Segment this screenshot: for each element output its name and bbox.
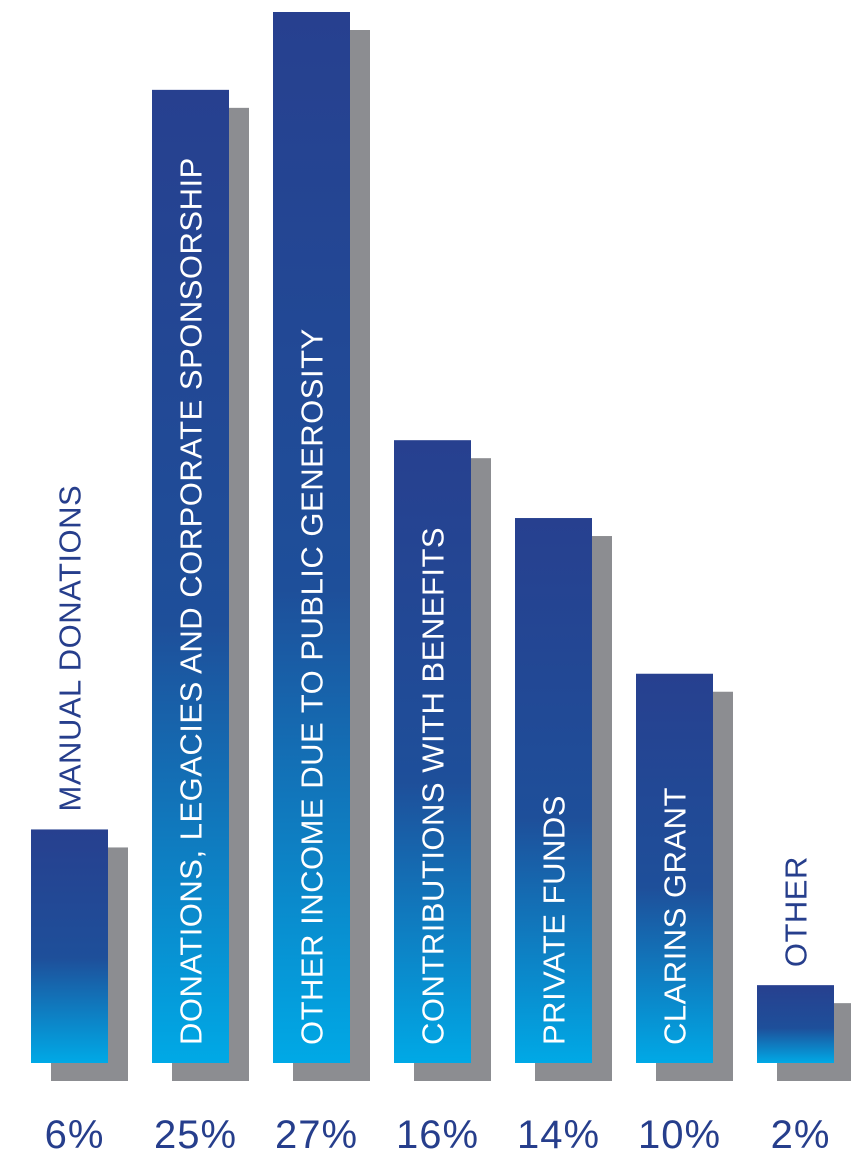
percent-label-manual-donations: 6% [45,1113,105,1157]
percent-label-other: 2% [771,1113,831,1157]
bar-private-funds [515,518,592,1063]
category-labels: MANUAL DONATIONS DONATIONS, LEGACIES AND … [53,157,814,1045]
bar-contributions-with-benefits [394,440,471,1063]
bar-donations-legacies-and-corporate-sponsorship [152,89,229,1063]
percent-label-donations-legacies-and-corporate-sponsorship: 25% [154,1113,237,1157]
category-label-clarins-grant: CLARINS GRANT [658,787,693,1045]
category-label-private-funds: PRIVATE FUNDS [537,795,572,1045]
percent-label-contributions-with-benefits: 16% [396,1113,479,1157]
percent-label-clarins-grant: 10% [638,1113,721,1157]
bar-clarins-grant [636,673,713,1063]
percent-label-other-income-due-to-public-generosity: 27% [275,1113,358,1157]
bar-manual-donations [31,829,108,1063]
category-label-other: OTHER [779,856,814,967]
bar-other [757,985,834,1063]
category-label-other-income-due-to-public-generosity: OTHER INCOME DUE TO PUBLIC GENEROSITY [295,328,330,1045]
category-label-donations-legacies-and-corporate-sponsorship: DONATIONS, LEGACIES AND CORPORATE SPONSO… [174,157,209,1045]
bar-other-income-due-to-public-generosity [273,12,350,1063]
category-label-contributions-with-benefits: CONTRIBUTIONS WITH BENEFITS [416,527,451,1045]
percent-label-private-funds: 14% [517,1113,600,1157]
percent-labels: 6% 25% 27% 16% 14% 10% 2% [45,1113,831,1157]
bars [31,12,834,1063]
category-label-manual-donations: MANUAL DONATIONS [53,485,88,812]
